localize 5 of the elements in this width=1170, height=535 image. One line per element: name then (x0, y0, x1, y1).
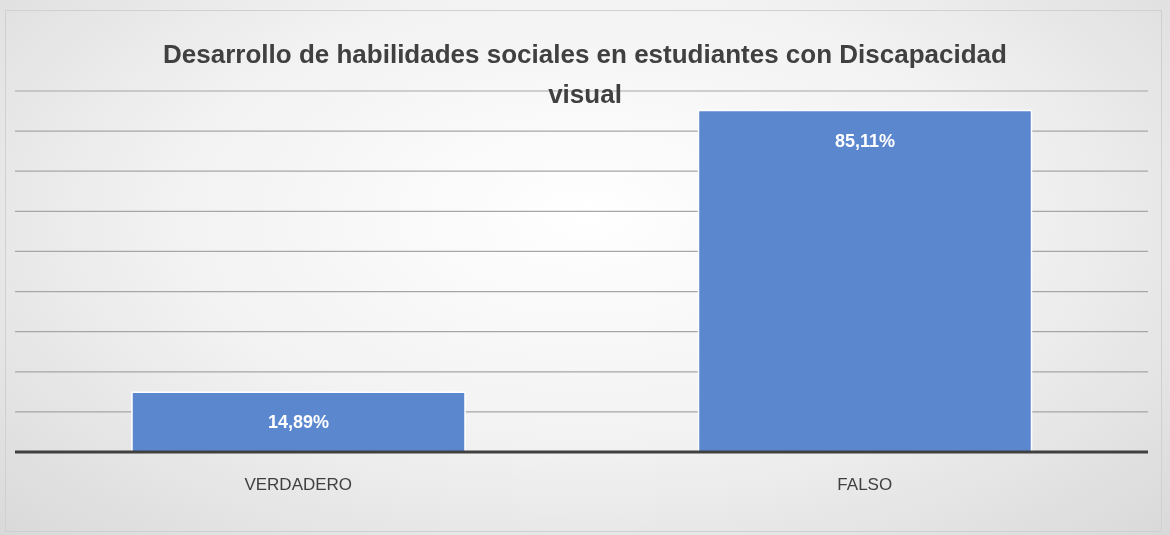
data-label: 14,89% (267, 412, 330, 433)
data-label: 85,11% (834, 130, 896, 151)
x-tick-label: FALSO (837, 475, 893, 495)
chart-title: Desarrollo de habilidades sociales en estudiantes con Discapacidad visual (162, 38, 1008, 111)
x-tick-label: VERDADERO (244, 475, 353, 495)
